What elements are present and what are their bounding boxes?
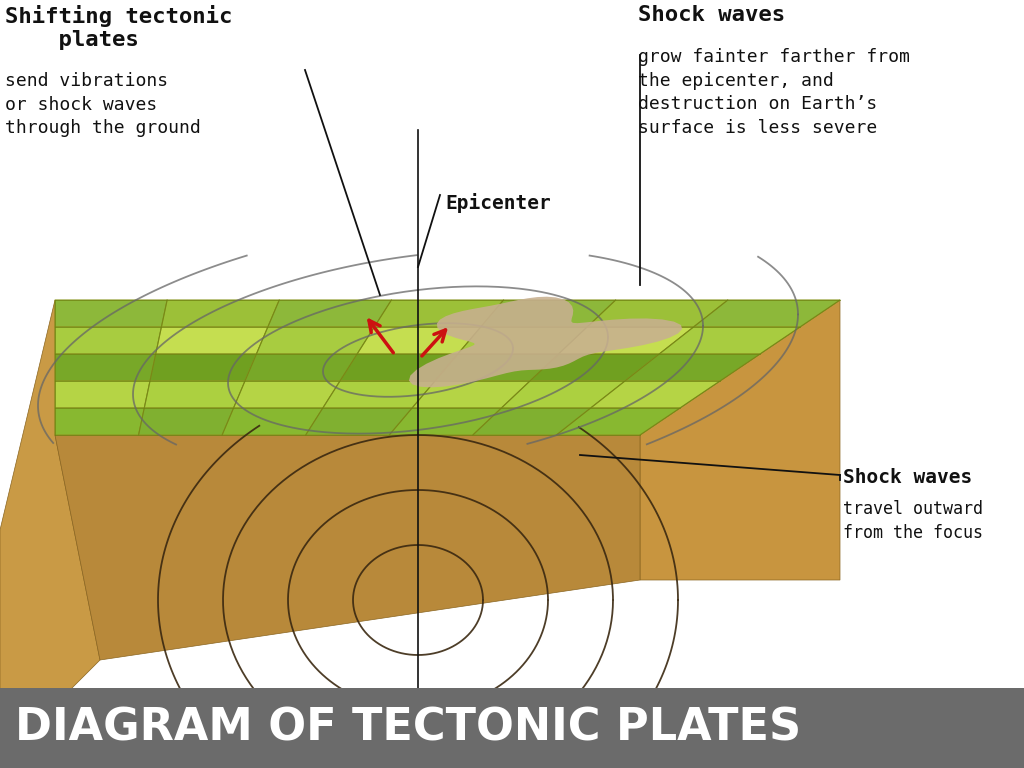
Polygon shape xyxy=(412,381,530,408)
Polygon shape xyxy=(150,354,256,381)
Text: travel outward
from the focus: travel outward from the focus xyxy=(843,500,983,541)
Polygon shape xyxy=(55,354,156,381)
Polygon shape xyxy=(306,408,412,435)
Polygon shape xyxy=(409,296,682,387)
Polygon shape xyxy=(558,327,693,354)
Polygon shape xyxy=(473,408,591,435)
Polygon shape xyxy=(55,327,162,354)
Polygon shape xyxy=(222,408,323,435)
Polygon shape xyxy=(55,300,840,435)
Polygon shape xyxy=(375,300,504,327)
Polygon shape xyxy=(55,435,640,660)
Polygon shape xyxy=(640,300,840,580)
Polygon shape xyxy=(156,327,268,354)
Polygon shape xyxy=(625,354,760,381)
Polygon shape xyxy=(55,381,150,408)
Bar xyxy=(0,688,1024,768)
Text: Shock waves: Shock waves xyxy=(638,5,785,25)
Text: Epicenter: Epicenter xyxy=(445,193,551,213)
Polygon shape xyxy=(480,300,615,327)
Polygon shape xyxy=(138,408,233,435)
Polygon shape xyxy=(502,381,625,408)
Polygon shape xyxy=(591,381,720,408)
Polygon shape xyxy=(530,354,659,381)
Polygon shape xyxy=(162,300,280,327)
Polygon shape xyxy=(55,408,144,435)
Text: grow fainter farther from
the epicenter, and
destruction on Earth’s
surface is l: grow fainter farther from the epicenter,… xyxy=(638,48,910,137)
Text: Shock waves: Shock waves xyxy=(843,468,972,487)
Polygon shape xyxy=(0,300,100,760)
Polygon shape xyxy=(458,327,587,354)
Polygon shape xyxy=(233,381,340,408)
Polygon shape xyxy=(323,381,435,408)
Polygon shape xyxy=(55,300,167,327)
Text: Shifting tectonic
    plates: Shifting tectonic plates xyxy=(5,5,232,50)
Text: send vibrations
or shock waves
through the ground: send vibrations or shock waves through t… xyxy=(5,72,201,137)
Polygon shape xyxy=(556,408,680,435)
Polygon shape xyxy=(659,327,800,354)
Polygon shape xyxy=(435,354,558,381)
Polygon shape xyxy=(389,408,502,435)
Polygon shape xyxy=(256,327,375,354)
Polygon shape xyxy=(268,300,391,327)
Polygon shape xyxy=(587,300,728,327)
Polygon shape xyxy=(144,381,245,408)
Polygon shape xyxy=(245,354,357,381)
Polygon shape xyxy=(340,354,458,381)
Polygon shape xyxy=(357,327,480,354)
Text: DIAGRAM OF TECTONIC PLATES: DIAGRAM OF TECTONIC PLATES xyxy=(15,707,801,750)
Polygon shape xyxy=(693,300,840,327)
